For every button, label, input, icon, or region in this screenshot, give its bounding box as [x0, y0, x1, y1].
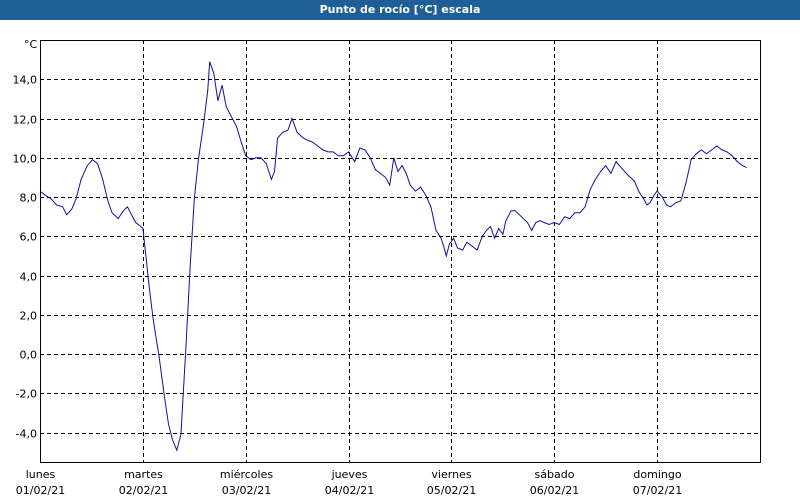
y-axis-unit-label: °C: [24, 38, 38, 51]
chart-title: Punto de rocío [°C] escala: [0, 0, 800, 20]
axis-layer: °C 14,0 12,0 10,0 8,0 6,0 4,0 2,0 0,0 -2,0 -4,0 lu…: [13, 38, 683, 497]
y-tick-label: 10,0: [13, 153, 38, 166]
x-tick-date-label: 06/02/21: [530, 484, 579, 497]
x-tick-day-label: domingo: [633, 468, 681, 481]
y-tick-label: 8,0: [20, 192, 38, 205]
y-tick-label: 0,0: [20, 349, 38, 362]
y-tick-label: 12,0: [13, 114, 38, 127]
x-tick-date-label: 07/02/21: [633, 484, 682, 497]
x-tick-day-label: jueves: [331, 468, 368, 481]
x-tick-day-label: lunes: [26, 468, 56, 481]
x-tick-date-label: 05/02/21: [427, 484, 476, 497]
dew-point-series-line: [39, 61, 747, 452]
x-tick-date-label: 03/02/21: [222, 484, 271, 497]
series-layer: [39, 61, 747, 452]
y-tick-label: -4,0: [16, 428, 37, 441]
grid-layer: [40, 40, 760, 462]
plot-area-border: [40, 40, 761, 463]
x-tick-day-label: sábado: [535, 468, 575, 481]
x-tick-date-label: 01/02/21: [16, 484, 65, 497]
y-tick-label: 2,0: [20, 310, 38, 323]
x-tick-day-label: martes: [124, 468, 163, 481]
plot-border-layer: [40, 40, 761, 463]
x-tick-date-label: 04/02/21: [325, 484, 374, 497]
x-tick-day-label: miércoles: [220, 468, 273, 481]
x-tick-day-label: viernes: [431, 468, 471, 481]
y-tick-label: -2,0: [16, 388, 37, 401]
y-tick-label: 14,0: [13, 74, 38, 87]
y-tick-label: 6,0: [20, 231, 38, 244]
y-tick-label: 4,0: [20, 271, 38, 284]
x-tick-date-label: 02/02/21: [119, 484, 168, 497]
